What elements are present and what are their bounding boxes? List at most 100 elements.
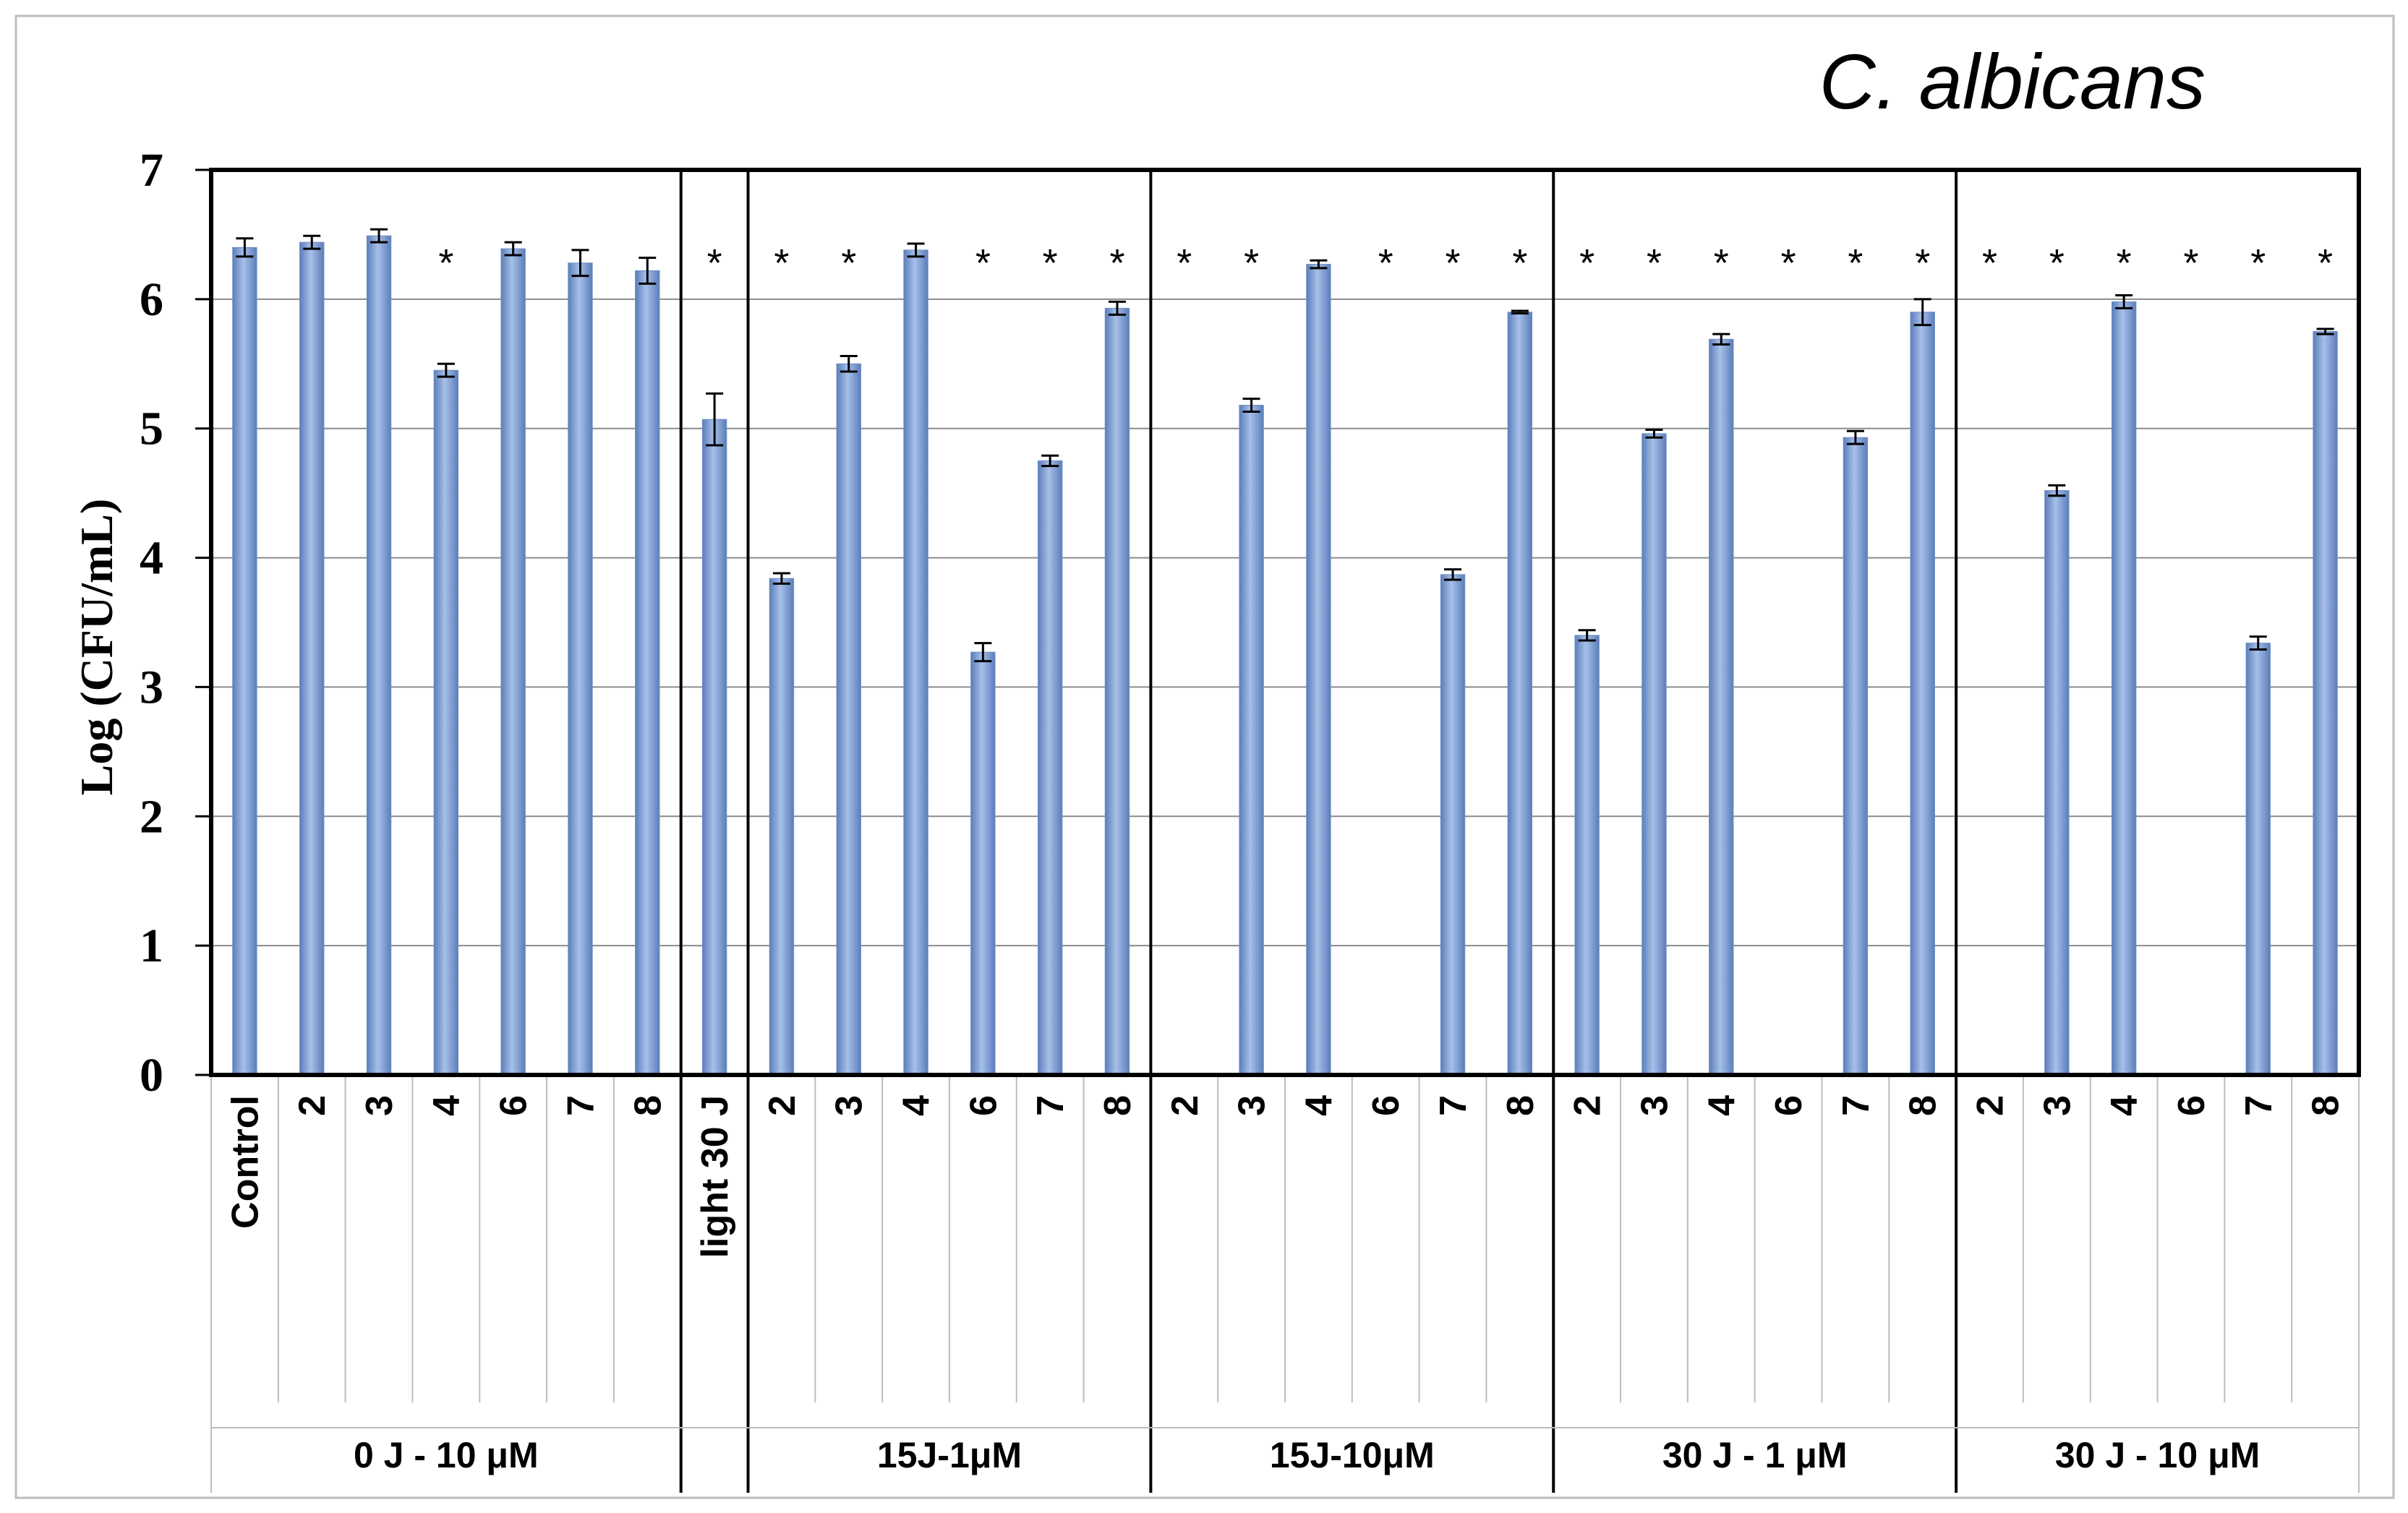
bar <box>970 651 996 1076</box>
bar <box>769 578 795 1076</box>
bar <box>2044 490 2070 1076</box>
bar <box>1104 307 1130 1076</box>
significance-star: * <box>1714 241 1729 285</box>
bar <box>2313 331 2338 1076</box>
x-category-label: 8 <box>1097 1095 1139 1116</box>
bar <box>2245 643 2271 1076</box>
bar <box>1843 437 1869 1076</box>
bar <box>1574 635 1600 1076</box>
bar <box>1507 312 1533 1076</box>
error-bars <box>236 228 2334 663</box>
significance-star: * <box>1446 241 1461 285</box>
group-label: 15J-10μM <box>1270 1435 1435 1475</box>
x-category-label: 8 <box>627 1095 669 1116</box>
y-axis-title: Log (CFU/mL) <box>71 499 122 796</box>
group-label: 30 J - 1 μM <box>1662 1435 1848 1475</box>
x-category-label: 2 <box>291 1095 333 1116</box>
group-label: 30 J - 10 μM <box>2055 1435 2260 1475</box>
x-category-label: 3 <box>2036 1095 2078 1116</box>
significance-star: * <box>1915 241 1930 285</box>
bar <box>366 235 392 1076</box>
y-tick-label: 0 <box>140 1049 163 1102</box>
bar <box>500 248 526 1076</box>
x-category-label: 7 <box>1433 1095 1474 1116</box>
significance-star: * <box>1378 241 1393 285</box>
bar <box>2111 301 2137 1076</box>
significance-star: * <box>1177 241 1192 285</box>
y-tick-label: 5 <box>140 403 163 455</box>
bar <box>299 241 325 1076</box>
x-category-label: 4 <box>1701 1095 1743 1116</box>
bar <box>836 363 861 1076</box>
x-category-label: 6 <box>2171 1095 2213 1116</box>
x-category-label: 8 <box>1500 1095 1542 1116</box>
x-category-label: 6 <box>962 1095 1004 1116</box>
bar <box>635 270 660 1076</box>
y-tick-label: 1 <box>140 920 163 972</box>
x-category-label: 7 <box>560 1095 602 1116</box>
x-category-label: 3 <box>1634 1095 1675 1116</box>
significance-star: * <box>707 241 722 285</box>
significance-star: * <box>1043 241 1058 285</box>
chart-title: C. albicans <box>1819 38 2206 125</box>
bar <box>1239 405 1264 1076</box>
bar <box>433 369 459 1076</box>
significance-star: * <box>975 241 991 285</box>
x-category-label: 7 <box>1030 1095 1072 1116</box>
y-tick-label: 2 <box>140 790 163 843</box>
bar <box>568 262 593 1076</box>
x-category-label: 4 <box>2104 1095 2146 1116</box>
x-category-label: 6 <box>493 1095 535 1116</box>
significance-star: * <box>438 241 453 285</box>
bar <box>1037 460 1063 1076</box>
group-dividers <box>210 170 2360 1493</box>
significance-star: * <box>1848 241 1863 285</box>
group-label: 15J-1μM <box>877 1435 1022 1475</box>
significance-star: * <box>841 241 856 285</box>
y-tick-label: 7 <box>140 144 163 197</box>
significance-star: * <box>2250 241 2266 285</box>
x-category-label: 8 <box>2305 1095 2347 1116</box>
significance-star: * <box>2117 241 2132 285</box>
x-category-label: 3 <box>359 1095 401 1116</box>
significance-star: * <box>774 241 789 285</box>
x-category-label: Control <box>224 1095 266 1229</box>
bar <box>701 419 727 1076</box>
group-label: 0 J - 10 μM <box>354 1435 539 1475</box>
significance-star: * <box>1109 241 1124 285</box>
x-category-label: 2 <box>1164 1095 1206 1116</box>
x-category-label: 4 <box>426 1095 468 1116</box>
bar <box>1641 433 1667 1076</box>
x-category-label: 7 <box>1835 1095 1877 1116</box>
x-category-label: 3 <box>829 1095 871 1116</box>
y-tick-label: 4 <box>140 532 163 585</box>
y-tick-label: 6 <box>140 273 163 326</box>
bar <box>1709 338 1734 1076</box>
x-category-label: 4 <box>896 1095 938 1116</box>
bar <box>1910 312 1935 1076</box>
significance-star: * <box>1579 241 1594 285</box>
significance-star: * <box>1982 241 1997 285</box>
plot-frame <box>209 168 2361 1077</box>
bars <box>232 235 2338 1076</box>
x-category-label: 2 <box>1567 1095 1609 1116</box>
x-category-label: 6 <box>1768 1095 1810 1116</box>
x-category-label: 6 <box>1365 1095 1407 1116</box>
x-category-label: 3 <box>1231 1095 1273 1116</box>
x-category-label: light 30 J <box>694 1095 736 1258</box>
x-category-label: 2 <box>1970 1095 2012 1116</box>
significance-star: * <box>1647 241 1662 285</box>
x-category-label: 2 <box>761 1095 803 1116</box>
x-category-label: 8 <box>1903 1095 1944 1116</box>
significance-star: * <box>2049 241 2065 285</box>
significance-star: * <box>1244 241 1259 285</box>
x-axis-categories: Control 2 3 4 6 7 8 0 J - 10 μM light 30 J 2 3 4 6 7 8… <box>224 1095 2347 1475</box>
significance-star: * <box>1781 241 1796 285</box>
bar <box>232 247 257 1076</box>
x-category-label: 7 <box>2238 1095 2280 1116</box>
bar <box>1440 574 1466 1076</box>
y-tick-label: 3 <box>140 661 163 713</box>
bar <box>1306 264 1331 1076</box>
y-tick-labels: 0 1 2 3 4 5 6 7 <box>140 144 163 1102</box>
